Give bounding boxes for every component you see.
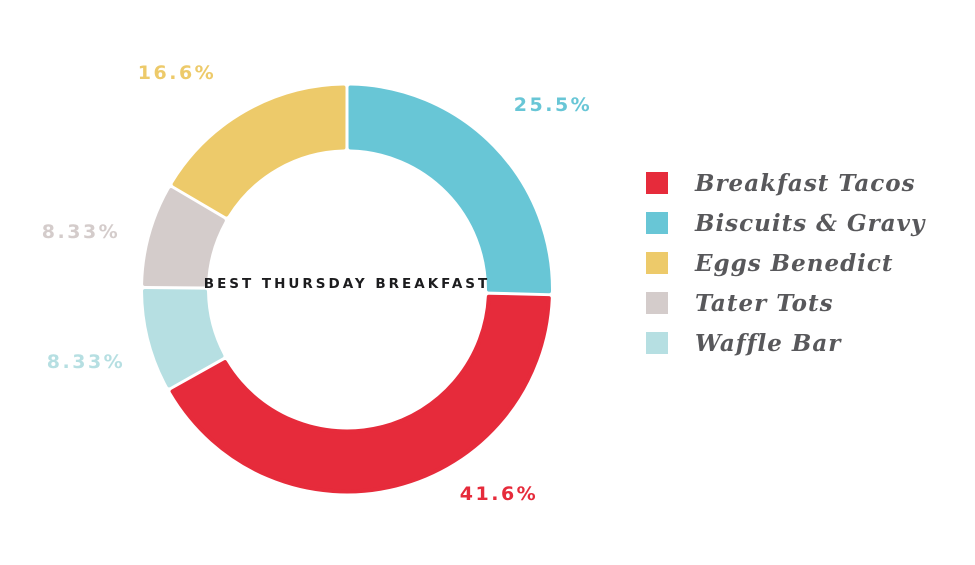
legend-swatch-breakfast-tacos (646, 172, 668, 194)
percent-label-eggs-benedict: 16.6% (137, 62, 217, 84)
percent-label-biscuits-gravy: 25.5% (513, 94, 593, 116)
percent-label-breakfast-tacos: 41.6% (459, 483, 539, 505)
legend-item-eggs-benedict: Eggs Benedict (646, 249, 925, 277)
chart-legend: Breakfast Tacos Biscuits & Gravy Eggs Bene… (646, 169, 926, 372)
legend-swatch-waffle-bar (646, 332, 668, 354)
legend-label-tater-tots: Tater Tots (695, 289, 834, 317)
donut-segment-tater-tots (143, 188, 225, 287)
legend-item-tater-tots: Tater Tots (646, 289, 925, 317)
legend-item-biscuits-gravy: Biscuits & Gravy (646, 209, 926, 237)
percent-label-tater-tots: 8.33% (41, 221, 121, 243)
donut-segment-biscuits-gravy (348, 85, 551, 294)
legend-label-eggs-benedict: Eggs Benedict (695, 249, 894, 277)
donut-segment-eggs-benedict (172, 85, 346, 217)
legend-swatch-biscuits-gravy (646, 212, 668, 234)
donut-segment-waffle-bar (143, 288, 224, 388)
chart-title: BEST THURSDAY BREAKFAST (203, 276, 491, 292)
legend-label-breakfast-tacos: Breakfast Tacos (695, 169, 916, 197)
legend-item-waffle-bar: Waffle Bar (646, 329, 925, 357)
legend-item-breakfast-tacos: Breakfast Tacos (646, 169, 925, 197)
percent-label-waffle-bar: 8.33% (46, 351, 126, 373)
legend-label-waffle-bar: Waffle Bar (695, 329, 842, 357)
legend-label-biscuits-gravy: Biscuits & Gravy (695, 209, 926, 237)
donut-segment-breakfast-tacos (170, 294, 551, 494)
legend-swatch-eggs-benedict (646, 252, 668, 274)
donut-chart (143, 85, 551, 494)
legend-swatch-tater-tots (646, 292, 668, 314)
